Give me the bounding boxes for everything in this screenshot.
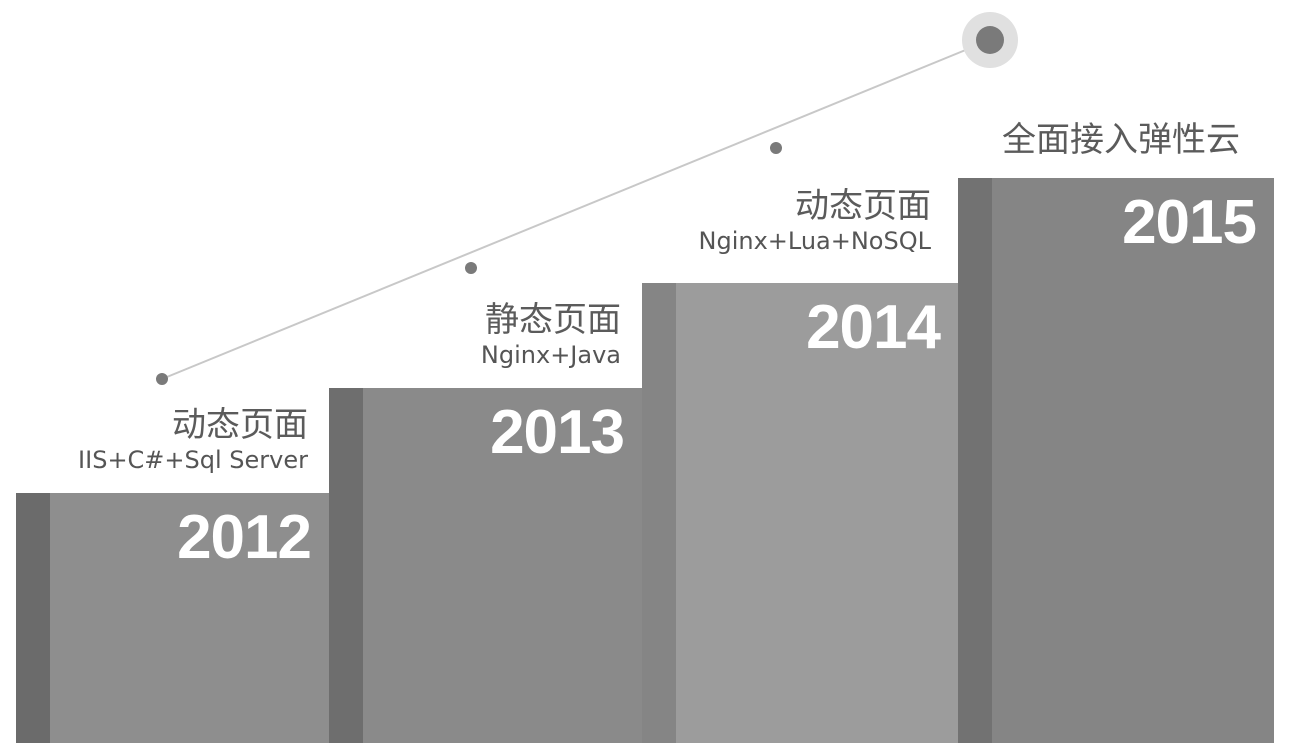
year-label: 2012 (177, 503, 312, 572)
trend-end-dot (976, 26, 1004, 54)
caption-subtitle: IIS+C#+Sql Server (78, 446, 308, 474)
caption-title: 动态页面 (172, 405, 308, 445)
caption-title: 动态页面 (795, 186, 931, 226)
step-side-stripe (16, 493, 50, 743)
year-label: 2015 (1122, 188, 1257, 257)
caption-2015: 全面接入弹性云 (1002, 120, 1240, 160)
step-side-stripe (329, 388, 363, 743)
trend-dot-2013 (465, 262, 477, 274)
trend-dot-2012 (156, 373, 168, 385)
caption-subtitle: Nginx+Java (480, 341, 621, 369)
step-side-stripe (642, 283, 676, 743)
caption-subtitle: Nginx+Lua+NoSQL (698, 227, 932, 255)
caption-2012: 动态页面 IIS+C#+Sql Server (78, 405, 308, 475)
caption-2013: 静态页面 Nginx+Java (481, 300, 621, 370)
step-2014: 2014 (642, 283, 958, 743)
trend-line (161, 39, 991, 380)
caption-title: 静态页面 (485, 300, 621, 340)
caption-2014: 动态页面 Nginx+Lua+NoSQL (699, 186, 932, 256)
year-label: 2013 (490, 398, 625, 467)
step-2013: 2013 (329, 388, 642, 743)
step-side-stripe (958, 178, 992, 743)
caption-title: 全面接入弹性云 (1002, 120, 1240, 160)
step-2012: 2012 (16, 493, 329, 743)
year-label: 2014 (806, 293, 941, 362)
trend-dot-2014 (770, 142, 782, 154)
step-2015: 2015 (958, 178, 1274, 743)
